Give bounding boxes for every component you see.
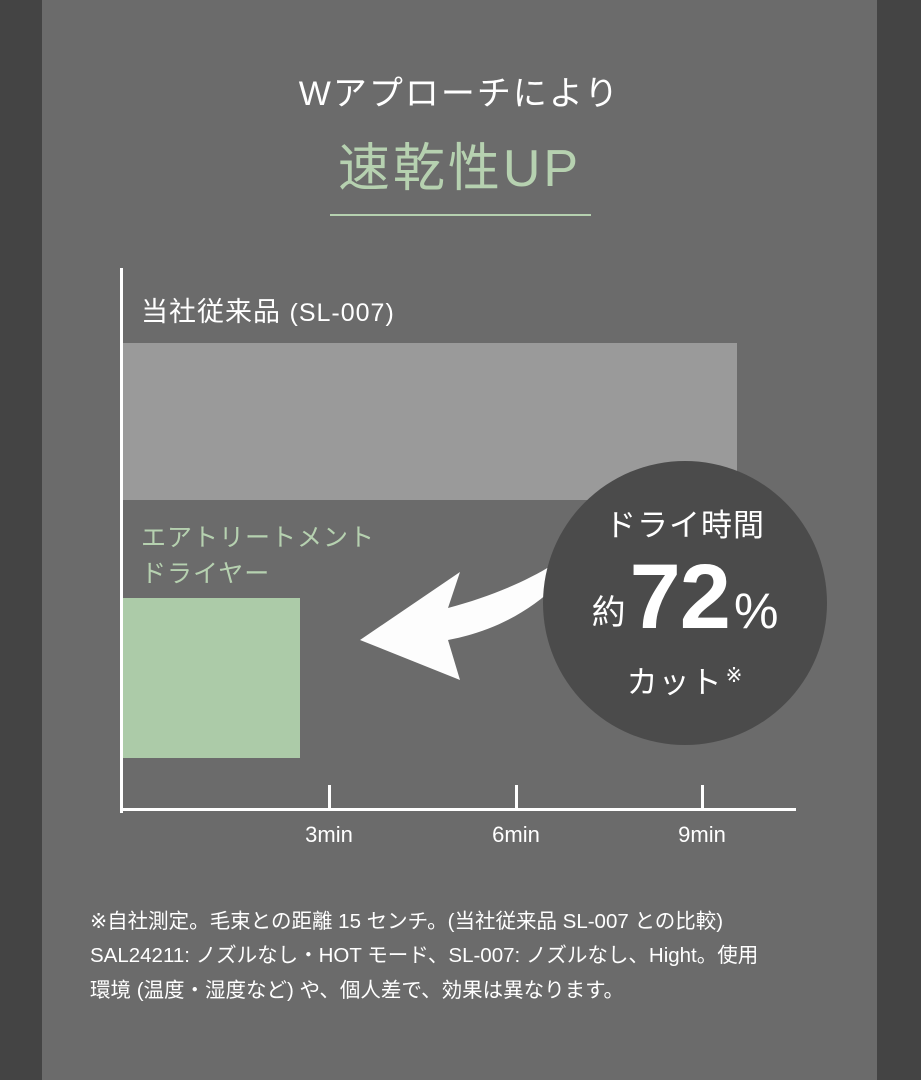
bar-label-dryer-line2: ドライヤー (141, 559, 271, 588)
footnote-line-3: 環境 (温度・湿度など) や、個人差で、効果は異なります。 (90, 978, 625, 1002)
chart-tick-label-3min: 3min (305, 822, 353, 847)
badge-value-row: 約 72 % (543, 551, 827, 643)
footnote-line-1: ※自社測定。毛束との距離 15 センチ。(当社従来品 SL-007 との比較) (90, 910, 724, 933)
badge-bottom-text: カット (626, 665, 723, 700)
chart-tick-3min (328, 785, 331, 811)
bar-label-air-treatment-dryer: エアトリートメント ドライヤー (141, 521, 375, 592)
footnote-line-2: SAL24211: ノズルなし・HOT モード、SL-007: ノズルなし、Hi… (90, 944, 759, 968)
bar-label-conventional-name: 当社従来品 (141, 297, 281, 327)
chart-y-axis-line (120, 268, 123, 813)
bar-label-conventional-product: 当社従来品 (SL-007) (141, 290, 395, 329)
badge-approx-label: 約 (591, 594, 626, 632)
bar-label-dryer-line1: エアトリートメント (141, 524, 376, 552)
chart-tick-6min (515, 785, 518, 811)
headline-underline (330, 214, 591, 216)
badge-top-label: ドライ時間 (605, 508, 765, 543)
footnote-block: ※自社測定。毛束との距離 15 センチ。(当社従来品 SL-007 との比較) … (90, 905, 850, 1008)
chart-tick-label-6min: 6min (492, 822, 540, 847)
bar-label-conventional-model: (SL-007) (289, 299, 395, 327)
badge-bottom-label: カット ※ (543, 657, 827, 702)
badge-number: 72 (629, 546, 731, 648)
badge-percent-sign: % (733, 583, 779, 639)
headline-highlight: 速乾性UP (337, 140, 582, 198)
reduction-badge: ドライ時間 約 72 % カット ※ (543, 461, 827, 745)
chart-x-axis-line (120, 808, 796, 811)
chart-tick-label-9min: 9min (678, 822, 726, 847)
badge-footnote-mark: ※ (725, 664, 744, 687)
headline-primary: Wアプローチにより (298, 75, 621, 113)
chart-tick-9min (701, 785, 704, 811)
bar-air-treatment-dryer (123, 598, 300, 758)
